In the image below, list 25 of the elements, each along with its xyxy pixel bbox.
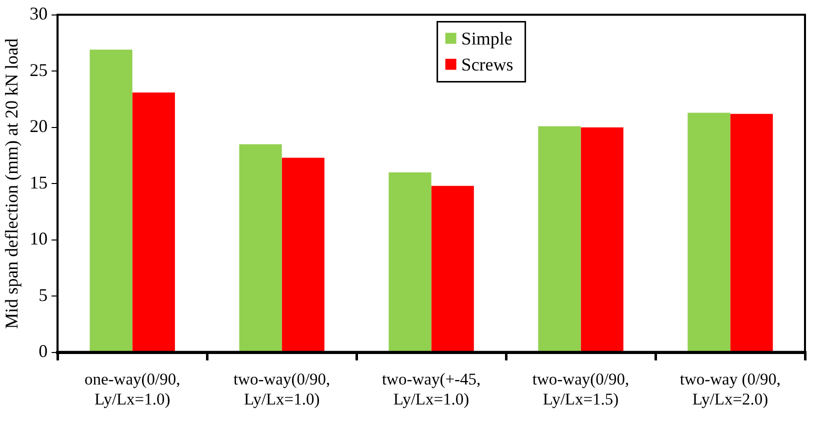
bar [730, 114, 773, 352]
y-tick-label: 20 [30, 116, 48, 136]
y-tick-label: 15 [30, 172, 48, 192]
x-tick-label: two-way (0/90, Ly/Lx=2.0) [680, 370, 781, 408]
y-tick-label: 25 [30, 60, 48, 80]
bar [431, 186, 474, 352]
y-axis-title: Mid span deflection (mm) at 20 kN load [2, 38, 22, 329]
bar [388, 172, 432, 352]
bar [90, 50, 132, 352]
bar [132, 92, 175, 352]
x-tick-label: two-way(0/90, Ly/Lx=1.0) [233, 370, 330, 408]
x-tick-label: one-way(0/90, Ly/Lx=1.0) [84, 370, 180, 408]
x-tick-label: two-way(0/90, Ly/Lx=1.5) [532, 370, 630, 408]
legend-label: Screws [461, 54, 514, 75]
bar [688, 112, 730, 352]
bar [580, 127, 624, 352]
legend-label: Simple [461, 28, 512, 49]
bar [239, 144, 282, 352]
y-tick-label: 30 [30, 4, 48, 24]
bar [282, 158, 324, 352]
y-tick-label: 5 [38, 284, 48, 305]
y-tick-label: 0 [38, 341, 48, 362]
x-tick-label: two-way(+-45, Ly/Lx=1.0) [382, 370, 481, 408]
bar [538, 126, 581, 352]
y-tick-label: 10 [30, 228, 48, 249]
